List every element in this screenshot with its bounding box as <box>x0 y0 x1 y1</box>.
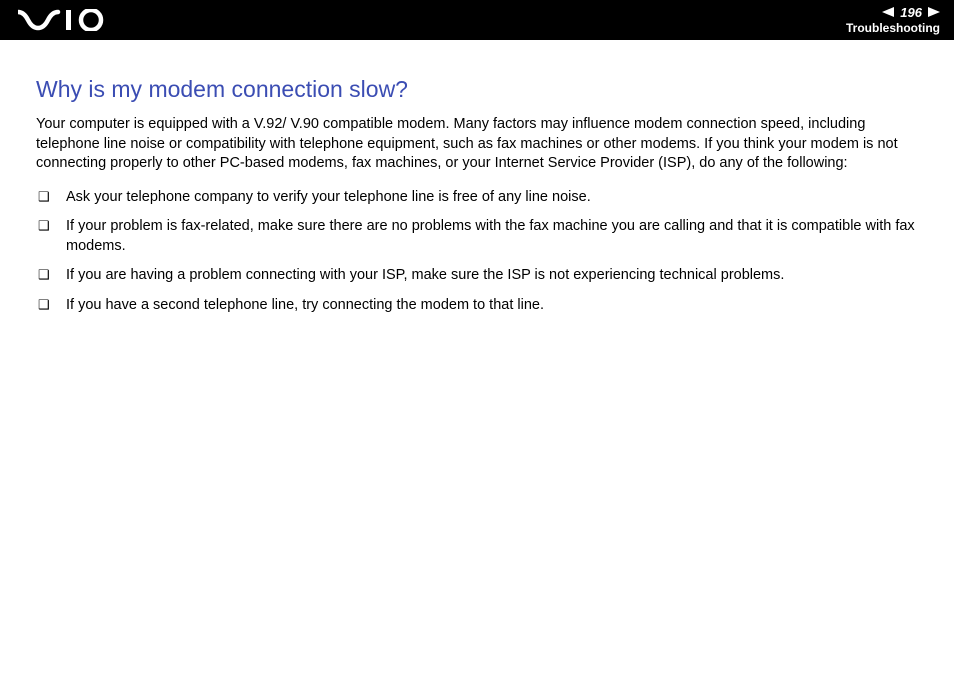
header-bar: 196 Troubleshooting <box>0 0 954 40</box>
section-label: Troubleshooting <box>846 21 940 35</box>
list-item: Ask your telephone company to verify you… <box>36 188 918 208</box>
list-item: If you are having a problem connecting w… <box>36 266 918 286</box>
list-item: If you have a second telephone line, try… <box>36 296 918 316</box>
vaio-logo <box>18 9 118 31</box>
page-title: Why is my modem connection slow? <box>36 76 918 103</box>
list-item: If your problem is fax-related, make sur… <box>36 217 918 256</box>
bullet-list: Ask your telephone company to verify you… <box>36 188 918 316</box>
vaio-logo-svg <box>18 9 118 31</box>
page-nav: 196 <box>882 5 940 20</box>
page-number: 196 <box>900 5 922 20</box>
nav-prev-icon[interactable] <box>882 5 894 20</box>
nav-next-icon[interactable] <box>928 5 940 20</box>
header-right: 196 Troubleshooting <box>846 5 940 35</box>
intro-paragraph: Your computer is equipped with a V.92/ V… <box>36 115 918 174</box>
content-area: Why is my modem connection slow? Your co… <box>0 40 954 316</box>
